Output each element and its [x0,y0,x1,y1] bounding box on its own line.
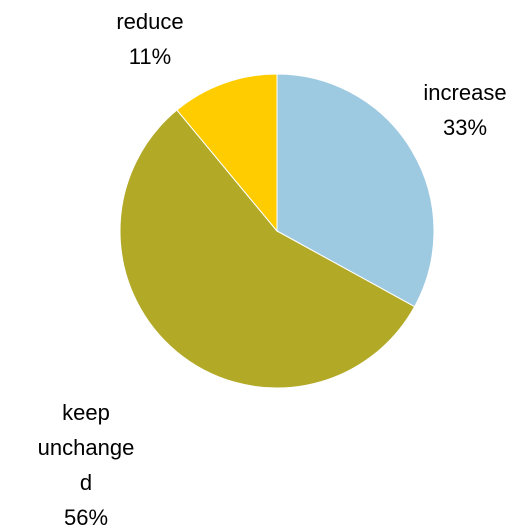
pie-slices [119,73,435,389]
data-label-reduce-value: 11% [129,44,171,69]
data-label-increase: increase 33% [423,80,506,140]
data-label-keep-line1: keep [62,400,110,425]
data-label-increase-value: 33% [443,115,487,140]
pie-slice-keep [119,109,416,389]
data-label-increase-name: increase [423,80,506,105]
data-label-keep-unchanged: keep unchange d 56% [38,400,135,530]
data-label-keep-line2: unchange [38,435,135,460]
data-label-keep-value: 56% [64,505,108,530]
pie-slice-increase [276,73,435,308]
pie-slice-reduce [176,73,278,233]
data-label-keep-line3: d [80,470,92,495]
data-label-reduce: reduce 11% [116,9,183,69]
data-label-reduce-name: reduce [116,9,183,34]
